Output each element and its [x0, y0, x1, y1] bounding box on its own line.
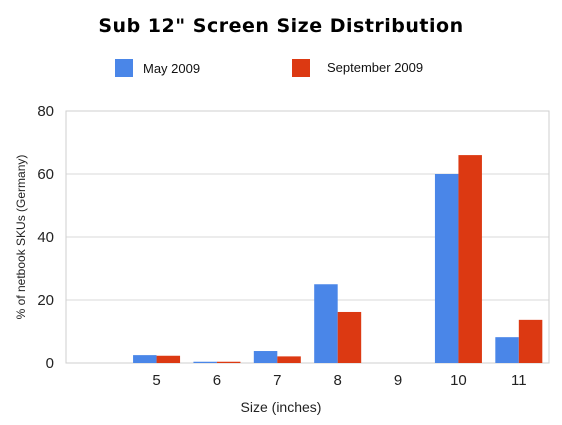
bar-september-size-11 [518, 319, 543, 363]
bar-may-size-5 [133, 355, 157, 363]
y-tick-label: 80 [37, 103, 54, 120]
bar-september-size-8 [337, 311, 362, 363]
y-tick-label: 60 [37, 166, 54, 183]
bar-september-size-7 [277, 356, 301, 363]
bar-may-size-8 [314, 284, 338, 363]
x-tick-label: 11 [511, 372, 527, 389]
x-tick-label: 9 [394, 372, 402, 389]
y-axis-ticks: 0 20 40 60 80 [37, 103, 54, 372]
x-axis-label: Size (inches) [241, 399, 322, 415]
bar-may-size-10 [434, 174, 459, 363]
chart-title: Sub 12" Screen Size Distribution [98, 15, 463, 37]
bar-september-size-5 [156, 355, 181, 363]
bar-may-size-11 [495, 337, 519, 363]
x-tick-label: 8 [334, 372, 342, 389]
y-tick-label: 0 [46, 355, 54, 372]
plot-frame [65, 110, 550, 364]
legend-swatch-september-2009 [292, 59, 310, 77]
legend-swatch-may-2009 [115, 59, 133, 77]
x-tick-label: 10 [450, 372, 467, 389]
bar-may-size-6 [193, 361, 217, 363]
x-axis-ticks: 5 6 7 8 9 10 11 [152, 372, 526, 389]
bars [133, 155, 543, 363]
y-axis-label: % of netbook SKUs (Germany) [14, 155, 28, 320]
bar-september-size-10 [458, 155, 482, 363]
legend-label-september-2009: September 2009 [327, 60, 423, 75]
legend-label-may-2009: May 2009 [143, 61, 200, 76]
y-tick-label: 40 [37, 229, 54, 246]
x-tick-label: 5 [152, 372, 160, 389]
bar-september-size-6 [216, 361, 241, 363]
y-tick-label: 20 [37, 292, 54, 309]
x-tick-label: 7 [273, 372, 281, 389]
legend: May 2009 September 2009 [115, 59, 423, 77]
bar-may-size-7 [253, 351, 278, 363]
x-tick-label: 6 [213, 372, 221, 389]
